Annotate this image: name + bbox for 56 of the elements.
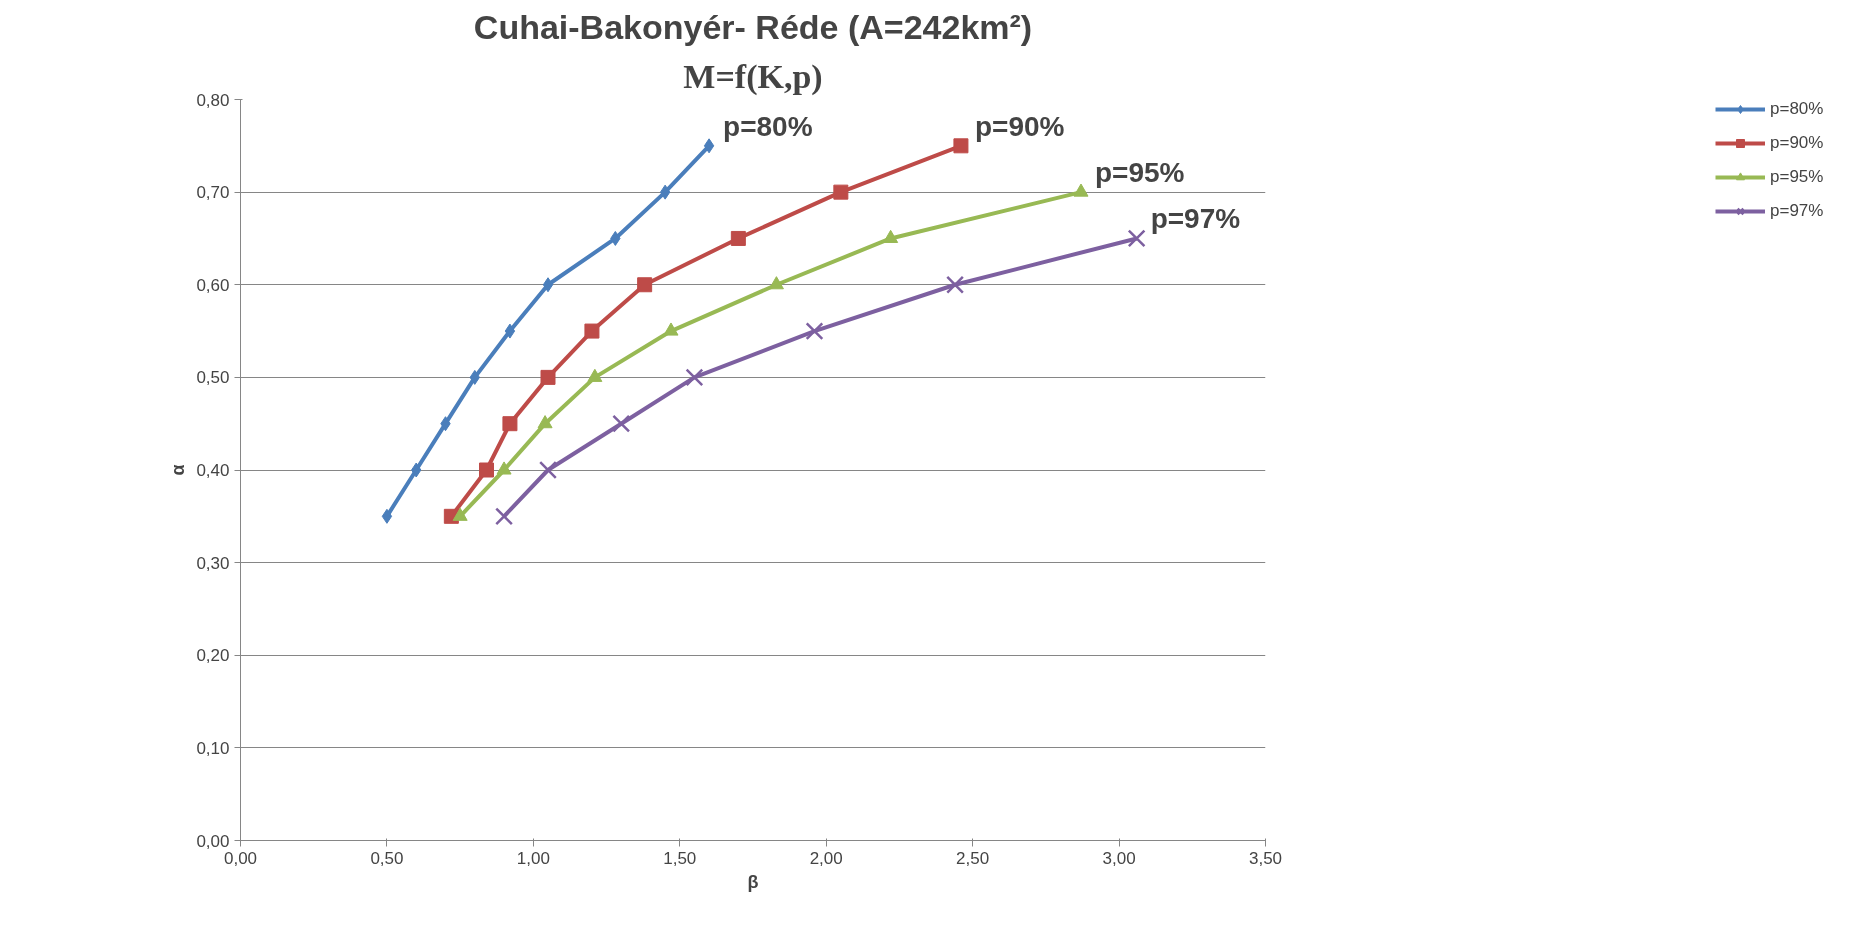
- x-tick-label: 3,00: [1102, 848, 1136, 868]
- point: [663, 322, 679, 336]
- point: [504, 323, 516, 339]
- point: [946, 275, 965, 294]
- x-axis-title: β: [747, 871, 759, 892]
- point: [538, 460, 558, 480]
- point: [768, 276, 784, 290]
- point: [452, 507, 468, 521]
- annotation: p=97%: [1150, 203, 1241, 235]
- legend-label: p=97%: [1770, 201, 1825, 221]
- y-tick-label: 0,50: [196, 368, 230, 388]
- point: [584, 323, 600, 339]
- y-axis-title: α: [168, 464, 189, 476]
- point: [479, 462, 494, 478]
- y-tick-label: 0,00: [196, 831, 230, 851]
- point: [496, 461, 512, 475]
- annotation: p=90%: [974, 110, 1065, 142]
- point: [587, 368, 603, 382]
- y-tick-label: 0,20: [196, 646, 230, 666]
- y-tick-label: 0,60: [196, 275, 230, 295]
- point: [685, 368, 704, 387]
- legend-label: p=90%: [1770, 133, 1825, 153]
- x-tick-label: 1,50: [663, 848, 697, 868]
- y-tick-label: 0,40: [196, 461, 230, 480]
- chart-subtitle: M=f(K,p): [683, 57, 823, 96]
- legend-label: p=95%: [1770, 167, 1825, 187]
- y-tick-label: 0,30: [196, 553, 230, 573]
- annotation: p=80%: [723, 110, 813, 142]
- point: [1127, 229, 1146, 248]
- point: [381, 508, 393, 524]
- chart-title: Cuhai-Bakonyér- Réde (A=242km²): [473, 7, 1033, 46]
- point: [502, 416, 518, 432]
- x-tick-label: 0,00: [223, 848, 258, 868]
- x-tick-label: 2,50: [956, 848, 990, 868]
- annotation: p=95%: [1095, 157, 1185, 189]
- point: [805, 322, 824, 341]
- y-tick-label: 0,10: [196, 738, 230, 758]
- point: [542, 277, 554, 293]
- x-tick-label: 3,50: [1248, 848, 1283, 868]
- x-tick-label: 0,50: [370, 848, 404, 868]
- x-tick-label: 2,00: [809, 848, 843, 868]
- point: [730, 230, 746, 246]
- point: [1073, 183, 1089, 197]
- point: [537, 415, 553, 429]
- point: [953, 138, 969, 154]
- point: [833, 184, 849, 200]
- point: [495, 507, 514, 526]
- point: [540, 369, 556, 385]
- point: [637, 277, 653, 293]
- point: [703, 138, 715, 154]
- point: [612, 414, 631, 433]
- y-tick-label: 0,70: [196, 183, 230, 203]
- y-tick-label: 0,80: [196, 90, 230, 110]
- point: [659, 184, 671, 200]
- x-tick-label: 1,00: [516, 848, 550, 868]
- legend-label: p=80%: [1770, 99, 1825, 119]
